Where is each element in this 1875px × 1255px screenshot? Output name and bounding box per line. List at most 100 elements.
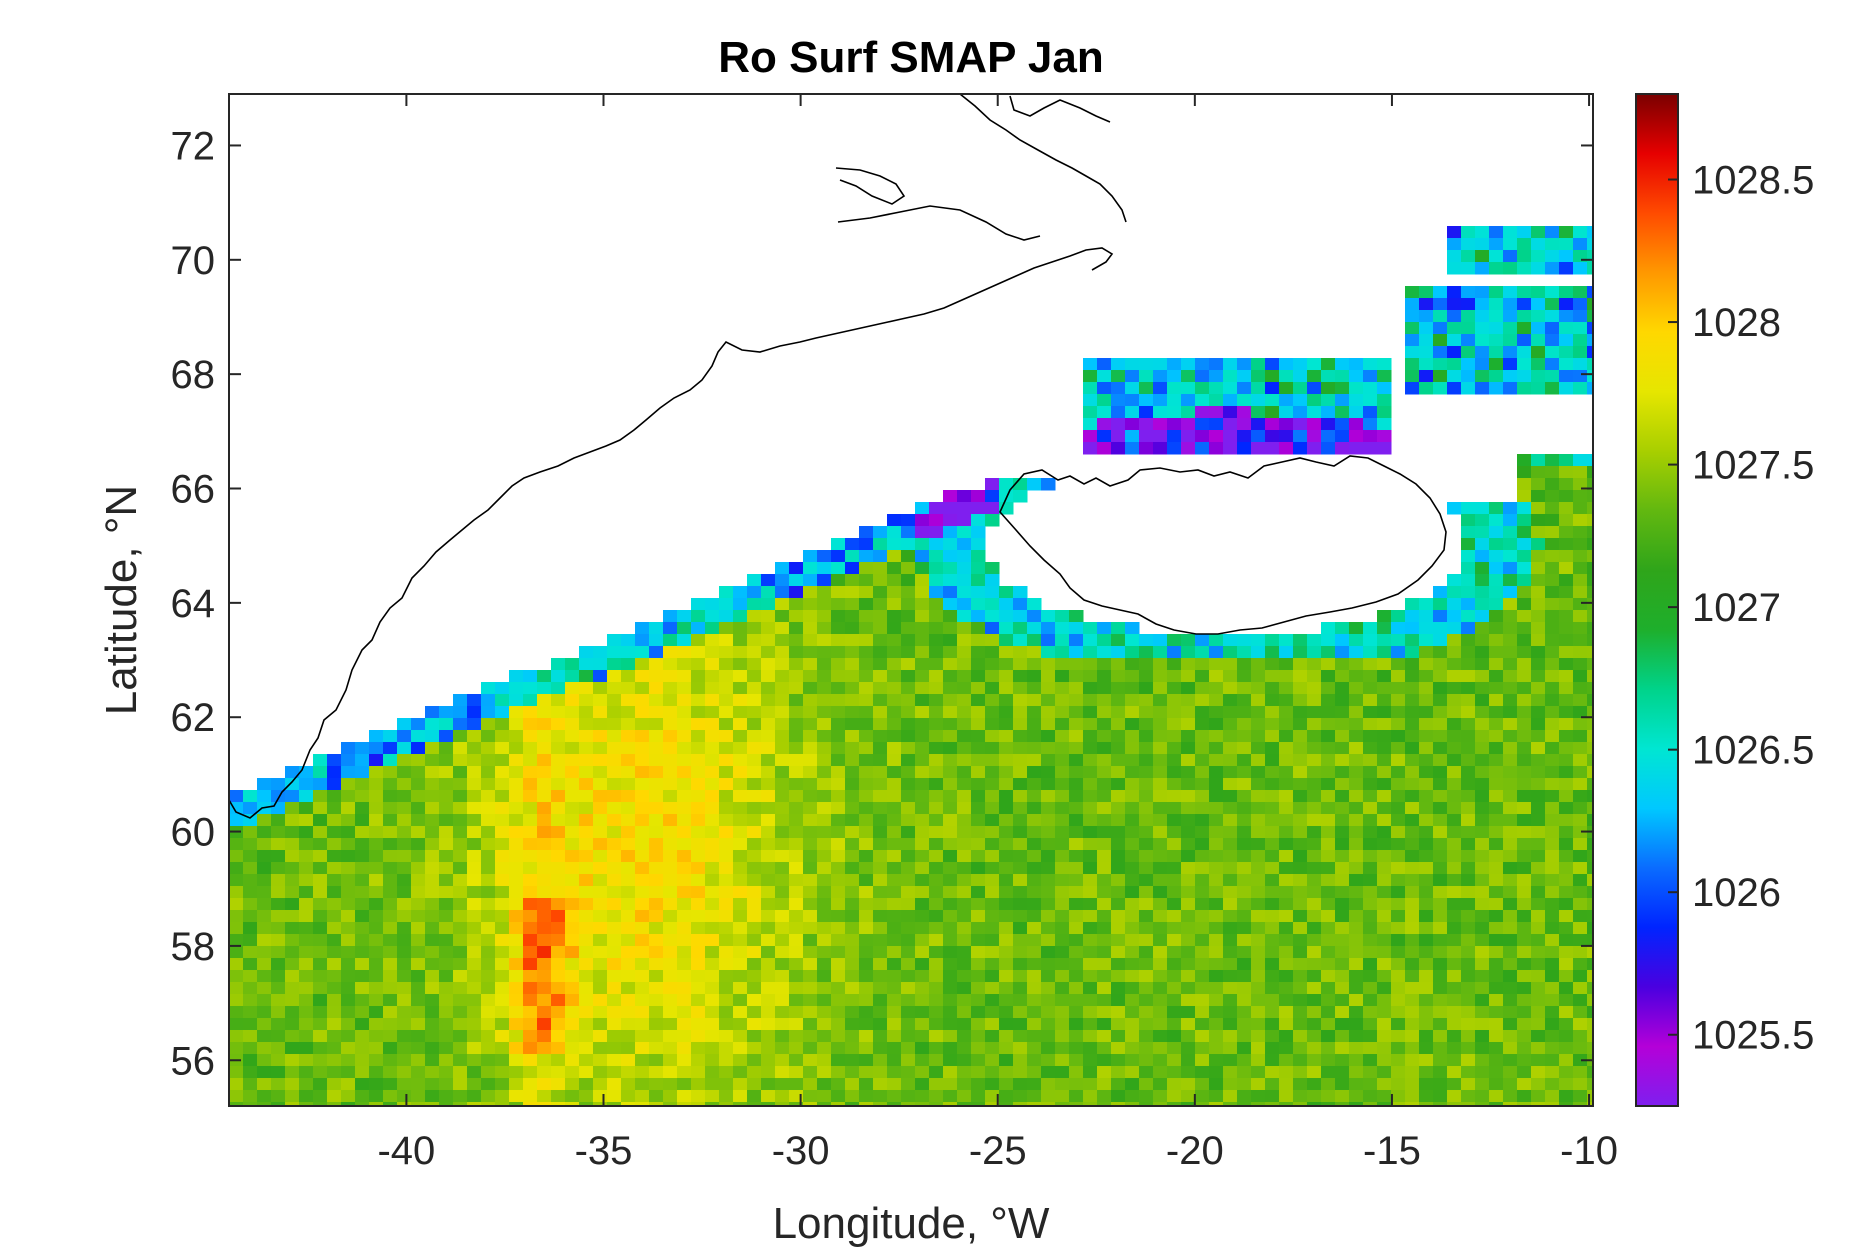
heatmap-cell — [313, 910, 328, 923]
heatmap-cell — [929, 562, 944, 575]
heatmap-cell — [1153, 958, 1168, 971]
heatmap-cell — [341, 1030, 356, 1043]
heatmap-cell — [1447, 238, 1462, 251]
heatmap-cell — [551, 1042, 566, 1055]
heatmap-cell — [355, 1042, 370, 1055]
heatmap-cell — [1503, 1078, 1518, 1091]
heatmap-cell — [523, 682, 538, 695]
heatmap-cell — [957, 730, 972, 743]
heatmap-cell — [845, 550, 860, 563]
heatmap-cell — [705, 874, 720, 887]
heatmap-cell — [1433, 730, 1448, 743]
heatmap-cell — [1153, 946, 1168, 959]
heatmap-cell — [313, 970, 328, 983]
heatmap-cell — [369, 1078, 384, 1091]
heatmap-cell — [355, 922, 370, 935]
heatmap-cell — [775, 1054, 790, 1067]
heatmap-cell — [1517, 862, 1532, 875]
heatmap-cell — [1475, 658, 1490, 671]
heatmap-cell — [957, 742, 972, 755]
heatmap-cell — [327, 910, 342, 923]
heatmap-cell — [901, 790, 916, 803]
heatmap-cell — [1447, 250, 1462, 263]
heatmap-cell — [411, 742, 426, 755]
heatmap-cell — [635, 766, 650, 779]
heatmap-cell — [1433, 346, 1448, 359]
heatmap-cell — [943, 598, 958, 611]
heatmap-cell — [1181, 814, 1196, 827]
heatmap-cell — [1209, 862, 1224, 875]
heatmap-cell — [1321, 1054, 1336, 1067]
heatmap-cell — [1307, 634, 1322, 647]
heatmap-cell — [397, 850, 412, 863]
heatmap-cell — [1461, 982, 1476, 995]
heatmap-cell — [1195, 994, 1210, 1007]
heatmap-cell — [1559, 526, 1574, 539]
heatmap-cell — [705, 934, 720, 947]
heatmap-cell — [1391, 1078, 1406, 1091]
heatmap-cell — [285, 874, 300, 887]
heatmap-cell — [943, 550, 958, 563]
heatmap-cell — [593, 1090, 608, 1103]
heatmap-cell — [803, 670, 818, 683]
heatmap-cell — [971, 946, 986, 959]
heatmap-cell — [1433, 754, 1448, 767]
heatmap-cell — [1055, 1030, 1070, 1043]
heatmap-cell — [789, 910, 804, 923]
heatmap-cell — [831, 694, 846, 707]
heatmap-cell — [411, 766, 426, 779]
heatmap-cell — [1363, 1054, 1378, 1067]
heatmap-cell — [1377, 946, 1392, 959]
heatmap-cell — [845, 574, 860, 587]
heatmap-cell — [1503, 1018, 1518, 1031]
heatmap-cell — [663, 982, 678, 995]
heatmap-cell — [271, 814, 286, 827]
heatmap-cell — [425, 958, 440, 971]
heatmap-cell — [705, 634, 720, 647]
heatmap-cell — [243, 802, 258, 815]
heatmap-cell — [1055, 886, 1070, 899]
heatmap-cell — [1391, 778, 1406, 791]
heatmap-cell — [873, 682, 888, 695]
heatmap-cell — [537, 826, 552, 839]
heatmap-cell — [1559, 1030, 1574, 1043]
y-tick-label: 58 — [171, 925, 216, 969]
heatmap-cell — [1531, 466, 1546, 479]
heatmap-cell — [1195, 970, 1210, 983]
density-heatmap — [229, 226, 1593, 1106]
heatmap-cell — [355, 910, 370, 923]
heatmap-cell — [901, 922, 916, 935]
heatmap-cell — [565, 886, 580, 899]
heatmap-cell — [1027, 682, 1042, 695]
heatmap-cell — [859, 550, 874, 563]
heatmap-cell — [467, 706, 482, 719]
heatmap-cell — [1125, 790, 1140, 803]
heatmap-cell — [1181, 754, 1196, 767]
heatmap-cell — [1405, 718, 1420, 731]
heatmap-cell — [1153, 634, 1168, 647]
heatmap-cell — [369, 850, 384, 863]
heatmap-cell — [1489, 970, 1504, 983]
heatmap-cell — [1363, 766, 1378, 779]
heatmap-cell — [1293, 1090, 1308, 1103]
heatmap-cell — [1573, 658, 1588, 671]
heatmap-cell — [271, 1054, 286, 1067]
heatmap-cell — [1489, 250, 1504, 263]
heatmap-cell — [1545, 634, 1560, 647]
heatmap-cell — [775, 1090, 790, 1103]
heatmap-cell — [957, 802, 972, 815]
heatmap-cell — [1111, 682, 1126, 695]
heatmap-cell — [1209, 1102, 1224, 1106]
heatmap-cell — [1027, 958, 1042, 971]
heatmap-cell — [1125, 370, 1140, 383]
heatmap-cell — [313, 1018, 328, 1031]
heatmap-cell — [691, 982, 706, 995]
heatmap-cell — [1587, 1066, 1593, 1079]
heatmap-cell — [313, 994, 328, 1007]
heatmap-cell — [1139, 682, 1154, 695]
heatmap-cell — [1503, 742, 1518, 755]
heatmap-cell — [1433, 670, 1448, 683]
heatmap-cell — [523, 754, 538, 767]
heatmap-cell — [1461, 754, 1476, 767]
heatmap-cell — [663, 1006, 678, 1019]
